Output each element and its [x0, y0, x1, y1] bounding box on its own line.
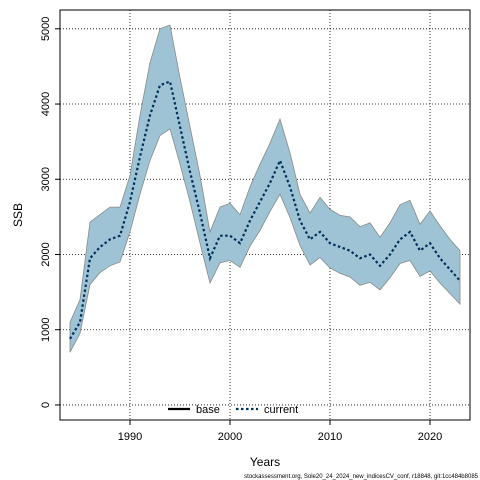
series-line-current — [69, 80, 461, 340]
y-tick-label-5: 5000 — [40, 17, 52, 41]
confidence-band — [69, 24, 461, 353]
x-axis-title: Years — [250, 455, 280, 469]
y-tick-label-2: 2000 — [40, 242, 52, 266]
x-tick-label-2: 2010 — [318, 431, 342, 443]
x-axis: 1990 2000 2010 2020 — [118, 420, 442, 443]
y-axis: 0 1000 2000 3000 4000 5000 — [40, 17, 60, 408]
series-layer — [69, 80, 461, 340]
y-tick-label-4: 4000 — [40, 92, 52, 116]
x-tick-label-1: 2000 — [218, 431, 242, 443]
legend-label-current: current — [264, 404, 298, 416]
y-axis-title: SSB — [11, 203, 25, 227]
y-tick-label-1: 1000 — [40, 317, 52, 341]
legend-label-base: base — [196, 404, 220, 416]
x-tick-label-0: 1990 — [118, 431, 142, 443]
plot-frame — [59, 9, 471, 421]
x-tick-label-3: 2020 — [418, 431, 442, 443]
y-tick-label-0: 0 — [40, 402, 52, 408]
y-tick-label-3: 3000 — [40, 167, 52, 191]
footer-credit: stockassessment.org, Sole20_24_2024_new_… — [244, 474, 478, 480]
legend: base current — [168, 404, 298, 416]
